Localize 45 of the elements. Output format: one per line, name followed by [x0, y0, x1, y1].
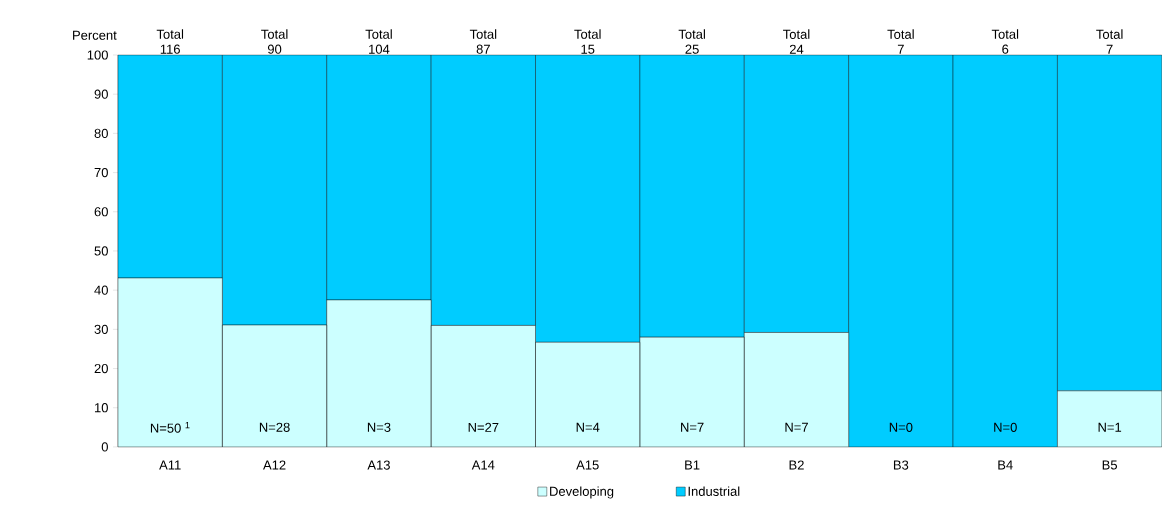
y-tick-label: 0 — [101, 442, 108, 452]
y-tick-label: 60 — [94, 207, 108, 217]
annotation: N=1 — [1098, 422, 1122, 432]
y-tick-label: 80 — [94, 128, 108, 139]
annotation: N=7 — [785, 422, 808, 432]
total-label: Total 15 — [574, 29, 601, 54]
x-tick-label: A15 — [576, 460, 599, 470]
annotation: N=50 $^{1}$ — [150, 422, 190, 433]
y-tick-label: 70 — [94, 168, 108, 178]
annotation: N=4 — [576, 422, 600, 432]
annotation: N=7 — [681, 422, 704, 432]
total-label: Total 25 — [678, 29, 705, 54]
total-label: Total 87 — [469, 29, 497, 54]
x-tick-label: B2 — [789, 460, 804, 470]
y-tick-label: 100 — [87, 50, 108, 60]
total-label: Total 116 — [156, 29, 184, 54]
annotation: N=28 — [259, 422, 290, 432]
y-tick-label: 90 — [94, 89, 108, 99]
y-axis-title: Percent — [73, 30, 117, 40]
total-label: Total 7 — [887, 29, 914, 54]
x-tick-label: A14 — [471, 460, 495, 470]
total-label: Total 6 — [991, 29, 1019, 54]
legend-label: Developing — [550, 486, 614, 499]
y-tick-label: 40 — [94, 285, 108, 295]
legend-label: Industrial — [688, 486, 740, 496]
annotation: N=3 — [367, 422, 391, 432]
x-tick-label: B1 — [685, 460, 700, 470]
total-label: Total 7 — [1096, 29, 1123, 54]
annotation: N=27 — [468, 422, 499, 432]
annotation: N=0 — [889, 422, 913, 432]
y-tick-label: 20 — [94, 363, 108, 374]
bar — [1057, 390, 1162, 448]
x-tick-label: A11 — [159, 460, 181, 470]
y-tick-label: 10 — [94, 403, 108, 413]
x-tick-label: B4 — [998, 460, 1013, 470]
x-tick-label: B5 — [1102, 460, 1118, 470]
total-label: Total 90 — [261, 29, 288, 54]
x-tick-label: B3 — [893, 460, 909, 470]
x-tick-label: A12 — [263, 460, 286, 470]
total-label: Total 24 — [783, 29, 810, 54]
x-tick-label: A13 — [367, 460, 390, 470]
y-tick-label: 30 — [94, 324, 108, 334]
total-label: Total 104 — [365, 29, 392, 54]
y-tick-label: 50 — [94, 246, 108, 256]
annotation: N=0 — [994, 422, 1017, 432]
